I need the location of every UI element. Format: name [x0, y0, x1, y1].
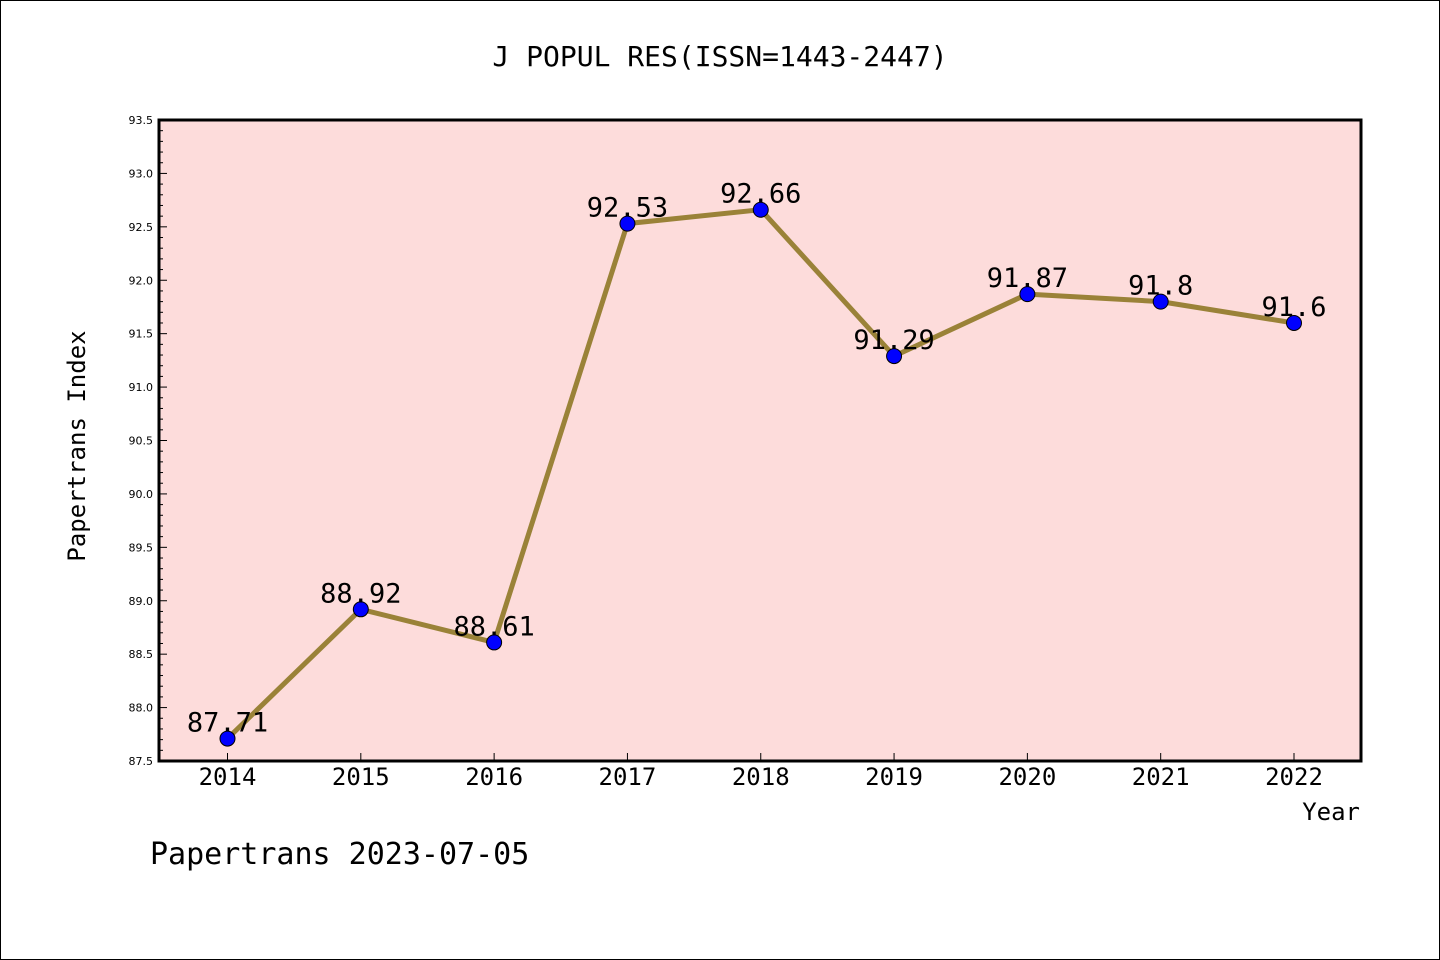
data-point [619, 215, 636, 232]
y-tick-label: 90.0 [129, 488, 154, 501]
data-point [1286, 314, 1302, 331]
y-tick-label: 89.5 [129, 541, 154, 554]
x-tick-label: 2020 [998, 763, 1056, 791]
data-point [219, 730, 236, 747]
x-tick-label: 2022 [1265, 763, 1323, 791]
data-label: 88.92 [320, 578, 401, 609]
x-tick-label: 2019 [865, 763, 923, 791]
footer-credit: Papertrans 2023-07-05 [150, 837, 529, 872]
y-tick-label: 92.0 [129, 274, 154, 287]
data-point [486, 634, 503, 651]
data-point [886, 348, 903, 365]
y-axis [159, 119, 167, 762]
x-tick-label: 2017 [599, 763, 657, 791]
data-label: 91.8 [1128, 271, 1193, 302]
plot-area [157, 118, 1363, 763]
y-tick-label: 90.5 [129, 435, 154, 448]
x-tick-labels: 2014 2015 2016 2017 2018 2019 2020 2021 2022 [199, 763, 1323, 791]
y-axis-label: Papertrans Index [63, 330, 91, 561]
y-tick-label: 92.5 [129, 221, 154, 234]
y-tick-label: 91.0 [129, 381, 154, 394]
y-tick-label: 88.0 [129, 702, 154, 715]
x-tick-label: 2016 [465, 763, 523, 791]
y-tick-label: 93.0 [129, 167, 154, 180]
data-point [1152, 293, 1169, 310]
y-tick-label: 88.5 [129, 648, 154, 661]
y-tick-label: 93.5 [129, 114, 154, 127]
y-tick-label: 91.5 [129, 328, 154, 341]
data-label: 91.6 [1261, 292, 1326, 323]
chart-title: J POPUL RES(ISSN=1443-2447) [492, 40, 947, 73]
x-tick-label: 2015 [332, 763, 390, 791]
y-tick-labels: 87.5 88.0 88.5 89.0 89.5 90.0 90.5 91.0 91.5 92.0… [129, 114, 154, 768]
data-point [1019, 286, 1036, 303]
x-tick-label: 2014 [199, 763, 257, 791]
data-points [219, 201, 1302, 747]
y-tick-label: 87.5 [129, 755, 154, 768]
data-label: 91.87 [987, 263, 1068, 294]
data-label: 92.66 [720, 179, 801, 210]
data-point [352, 601, 369, 618]
data-label: 91.29 [853, 325, 934, 356]
x-tick-label: 2018 [732, 763, 790, 791]
x-axis-label: Year [1302, 798, 1360, 826]
data-labels: 87.71 88.92 88.61 92.53 92.66 91.29 91.87 91.8 9… [187, 179, 1327, 739]
data-label: 92.53 [587, 193, 668, 224]
y-tick-label: 89.0 [129, 595, 154, 608]
x-axis [227, 753, 1295, 761]
x-tick-label: 2021 [1132, 763, 1190, 791]
data-label: 87.71 [187, 708, 268, 739]
data-label: 88.61 [453, 611, 534, 642]
data-point [752, 201, 769, 218]
